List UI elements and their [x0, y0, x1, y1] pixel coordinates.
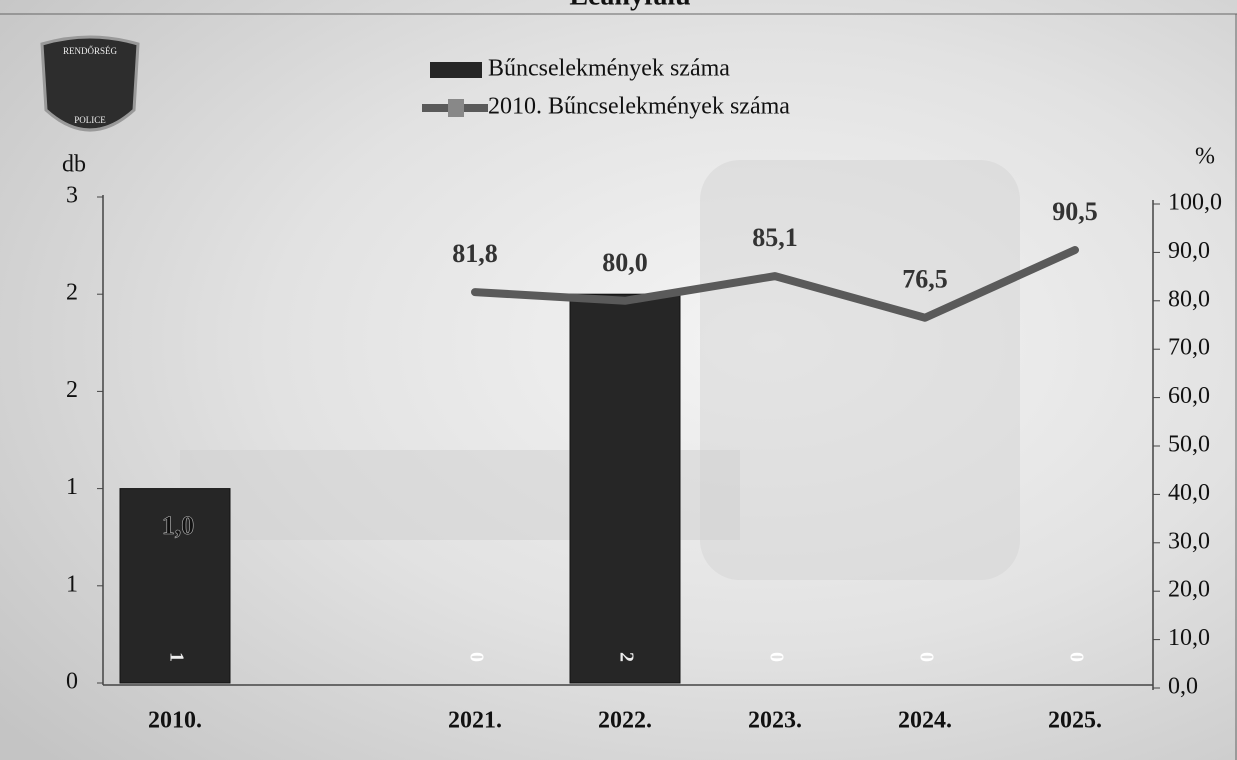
line: [471, 245, 1079, 322]
y-tick-label: 1: [66, 474, 78, 500]
building: [700, 160, 1020, 580]
bar-value-label: 1: [165, 652, 187, 662]
y-axis-title: db: [62, 152, 86, 178]
y2-tick-label: 60,0: [1168, 383, 1210, 409]
legend-label: 2010. Bűncselekmények száma: [488, 94, 790, 120]
y2-tick-label: 30,0: [1168, 528, 1210, 554]
y2-tick-label: 80,0: [1168, 286, 1210, 312]
y2-tick-label: 50,0: [1168, 432, 1210, 458]
y2-tick-label: 90,0: [1168, 238, 1210, 264]
y2-tick-label: 10,0: [1168, 625, 1210, 651]
legend-marker: [448, 99, 464, 117]
y2-tick-label: 20,0: [1168, 577, 1210, 603]
line-value-label: 90,5: [1052, 197, 1098, 226]
bar-value-label: 0: [465, 652, 487, 662]
logo-text: POLICE: [74, 115, 106, 125]
y-tick-label: 3: [66, 183, 78, 209]
y2-tick-label: 40,0: [1168, 480, 1210, 506]
y-tick-label: 1: [66, 571, 78, 597]
chart-title: Leányfalu: [569, 0, 690, 11]
line-value-label: 85,1: [752, 223, 798, 252]
y2-axis-title: %: [1195, 144, 1215, 170]
bar: [119, 488, 231, 684]
logo-shield: [40, 35, 140, 132]
y-tick-label: 0: [66, 669, 78, 695]
bar-value-label: 0: [915, 652, 937, 662]
bar-value-label: 2: [615, 652, 637, 662]
x-tick-label: 2022.: [598, 708, 652, 734]
x-tick-label: 2010.: [148, 708, 202, 734]
x-tick-label: 2021.: [448, 708, 502, 734]
x-tick-label: 2024.: [898, 708, 952, 734]
y-tick-label: 2: [66, 280, 78, 306]
logo: RENDŐRSÉG POLICE: [40, 35, 140, 132]
bar: [569, 293, 681, 684]
x-tick-label: 2025.: [1048, 708, 1102, 734]
bar-value-label: 0: [1065, 652, 1087, 662]
y2-tick-label: 70,0: [1168, 335, 1210, 361]
line-value-label: 80,0: [602, 248, 648, 277]
bar-value-label: 0: [765, 652, 787, 662]
legend-swatch: [430, 62, 482, 78]
y2-tick-label: 0,0: [1168, 674, 1198, 700]
y-tick-label: 2: [66, 377, 78, 403]
line-value-label: 81,8: [452, 239, 498, 268]
line-value-label: 76,5: [902, 265, 948, 294]
y2-tick-label: 100,0: [1168, 190, 1222, 216]
x-tick-label: 2023.: [748, 708, 802, 734]
legend-label: Bűncselekmények száma: [488, 56, 730, 82]
logo-text: RENDŐRSÉG: [63, 46, 118, 56]
annotation: 1,0: [162, 511, 195, 540]
